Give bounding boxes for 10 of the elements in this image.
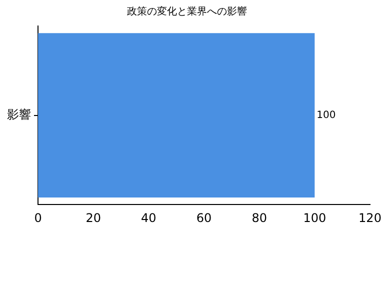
x-tick-label: 60 <box>196 210 212 225</box>
x-tick-label: 100 <box>303 210 326 225</box>
x-tick-label: 0 <box>34 210 42 225</box>
x-tick-label: 80 <box>252 210 267 225</box>
y-tick-label: 影響 <box>7 107 31 122</box>
data-label: 100 <box>316 110 336 121</box>
chart-title: 政策の変化と業界への影響 <box>127 6 247 18</box>
x-tick-label: 40 <box>141 210 156 225</box>
x-tick-label: 20 <box>86 210 101 225</box>
x-tick-label: 120 <box>358 210 382 225</box>
